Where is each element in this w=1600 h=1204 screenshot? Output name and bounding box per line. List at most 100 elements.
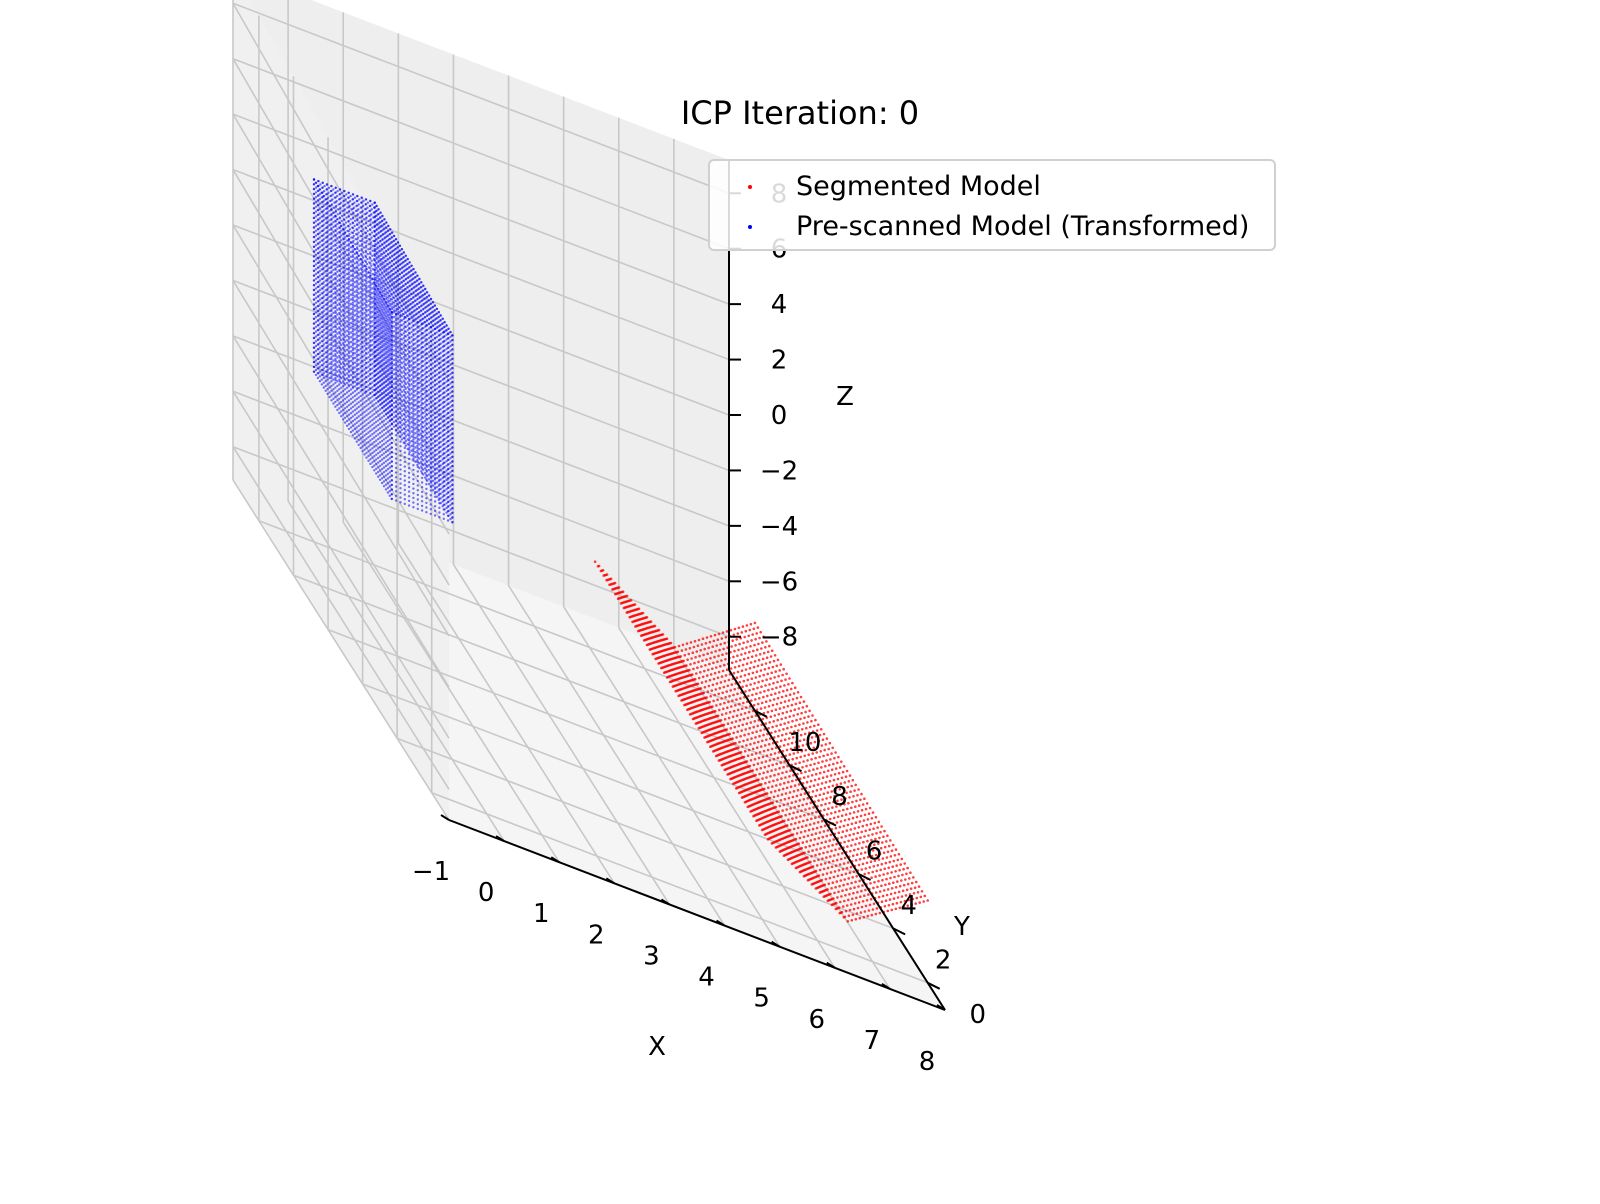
prescanned-point [365, 299, 367, 301]
prescanned-point [358, 406, 360, 408]
segmented-point [884, 905, 887, 908]
prescanned-point [332, 293, 334, 295]
prescanned-point [360, 404, 362, 406]
segmented-point [851, 823, 854, 826]
prescanned-point [361, 302, 363, 304]
segmented-point [863, 819, 866, 822]
segmented-point [819, 847, 822, 850]
segmented-point [681, 649, 684, 652]
segmented-point [818, 815, 821, 818]
prescanned-point [365, 309, 367, 311]
prescanned-point [395, 490, 397, 492]
segmented-point [695, 672, 698, 675]
prescanned-point [348, 319, 350, 321]
prescanned-point [350, 388, 352, 390]
prescanned-point [367, 337, 369, 339]
segmented-point [811, 714, 814, 717]
prescanned-point [315, 191, 317, 193]
segmented-point [783, 722, 786, 725]
prescanned-point [389, 485, 391, 487]
segmented-point [753, 682, 756, 685]
segmented-point [795, 816, 798, 819]
segmented-point [761, 680, 764, 683]
prescanned-point [350, 417, 352, 419]
prescanned-point [330, 390, 332, 392]
prescanned-point [348, 244, 350, 246]
prescanned-point [339, 376, 341, 378]
prescanned-point [361, 450, 363, 452]
segmented-point [918, 901, 921, 904]
segmented-point [804, 830, 807, 833]
segmented-point [809, 764, 812, 767]
segmented-point [845, 775, 848, 778]
segmented-point [776, 703, 779, 706]
segmented-point [646, 616, 649, 619]
segmented-point [825, 759, 828, 762]
prescanned-point [336, 409, 338, 411]
segmented-point [860, 890, 863, 893]
prescanned-point [323, 377, 325, 379]
segmented-point [819, 869, 822, 872]
prescanned-point [352, 333, 354, 335]
prescanned-point [315, 196, 317, 198]
segmented-point [792, 812, 795, 815]
prescanned-point [352, 292, 354, 294]
prescanned-point [356, 398, 358, 400]
prescanned-point [371, 372, 373, 374]
segmented-point [900, 879, 903, 882]
segmented-point [917, 891, 920, 894]
prescanned-point [350, 426, 352, 428]
segmented-point [863, 873, 866, 876]
segmented-point [840, 820, 843, 823]
segmented-point [893, 876, 896, 879]
segmented-point [758, 675, 761, 678]
prescanned-point [350, 398, 352, 400]
segmented-point [780, 777, 783, 780]
segmented-point [894, 854, 897, 857]
segmented-point [768, 721, 771, 724]
prescanned-point [367, 441, 369, 443]
prescanned-point [385, 474, 387, 476]
prescanned-point [332, 259, 334, 261]
prescanned-point [336, 237, 338, 239]
prescanned-point [361, 350, 363, 352]
prescanned-point [330, 320, 332, 322]
prescanned-point [335, 350, 337, 352]
segmented-point [670, 642, 673, 645]
segmented-point [795, 838, 798, 841]
prescanned-point [365, 314, 367, 316]
segmented-point [831, 768, 834, 771]
segmented-point [770, 694, 773, 697]
segmented-point [713, 656, 716, 659]
segmented-point [708, 685, 711, 688]
prescanned-point [377, 443, 379, 445]
segmented-point [821, 782, 824, 785]
segmented-point [715, 688, 718, 691]
segmented-point [859, 858, 862, 861]
prescanned-point [343, 305, 345, 307]
segmented-point [837, 891, 840, 894]
prescanned-point [335, 268, 337, 270]
segmented-point [694, 678, 697, 681]
prescanned-point [361, 273, 363, 275]
prescanned-point [339, 366, 341, 368]
segmented-point [756, 670, 759, 673]
prescanned-point [377, 424, 379, 426]
prescanned-point [332, 402, 334, 404]
segmented-point [748, 673, 751, 676]
prescanned-point [356, 320, 358, 322]
prescanned-point [326, 251, 328, 253]
prescanned-point [343, 377, 345, 379]
prescanned-point [385, 451, 387, 453]
segmented-point [717, 693, 720, 696]
segmented-point [823, 830, 826, 833]
prescanned-point [399, 445, 401, 447]
segmented-point [849, 871, 852, 874]
segmented-point [779, 723, 782, 726]
segmented-point [638, 608, 641, 611]
prescanned-point [335, 360, 337, 362]
prescanned-point [367, 394, 369, 396]
prescanned-point [399, 440, 401, 442]
prescanned-point [332, 359, 334, 361]
segmented-point [758, 773, 761, 776]
